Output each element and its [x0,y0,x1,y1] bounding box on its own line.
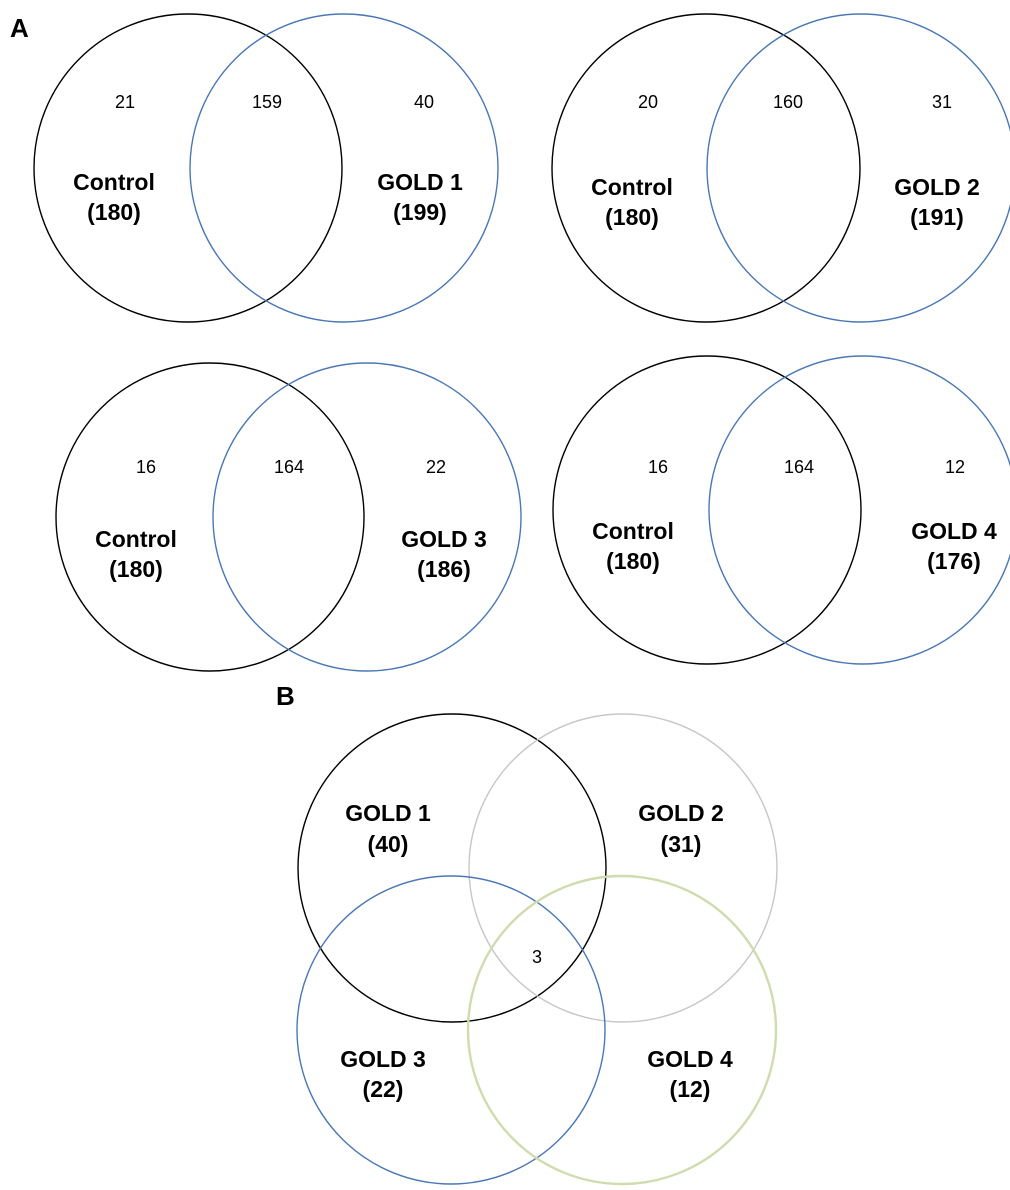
count-overlap: 159 [252,92,282,112]
circle-control [55,362,365,672]
label-gold: GOLD 3 [401,526,487,552]
total-gold: (199) [393,199,447,225]
count-center-overlap: 3 [532,947,542,967]
circle-gold-1 [189,13,499,323]
circle-gold-3 [212,362,522,672]
total-gold-1: (40) [368,831,409,857]
label-control: Control [591,174,673,200]
label-control: Control [95,526,177,552]
label-control: Control [592,518,674,544]
count-gold-only: 22 [426,457,446,477]
circle-gold-1 [297,713,607,1023]
label-gold-4: GOLD 4 [647,1046,733,1072]
count-control-only: 16 [648,457,668,477]
total-gold-4: (12) [670,1076,711,1102]
circle-gold-4 [466,874,778,1186]
panel-label-b: B [276,681,295,711]
total-control: (180) [606,548,660,574]
label-gold-2: GOLD 2 [638,800,724,826]
panel-label-a: A [10,13,29,43]
label-gold-3: GOLD 3 [340,1046,426,1072]
total-control: (180) [87,199,141,225]
count-control-only: 20 [638,92,658,112]
circle-control [551,13,861,323]
count-gold-only: 12 [945,457,965,477]
label-gold: GOLD 4 [911,518,997,544]
circle-gold-4 [708,355,1010,665]
count-overlap: 164 [274,457,304,477]
label-control: Control [73,169,155,195]
label-gold: GOLD 2 [894,174,980,200]
label-gold-1: GOLD 1 [345,800,431,826]
count-control-only: 16 [136,457,156,477]
circle-control [33,13,343,323]
circle-gold-2 [468,713,778,1023]
count-overlap: 164 [784,457,814,477]
circle-control [552,355,862,665]
total-gold: (191) [910,204,964,230]
count-gold-only: 40 [414,92,434,112]
count-gold-only: 31 [932,92,952,112]
total-control: (180) [605,204,659,230]
count-control-only: 21 [115,92,135,112]
venn-control-vs-gold-4: 16 164 12 Control (180) GOLD 4 (176) [552,355,1010,665]
venn-control-vs-gold-2: 20 160 31 Control (180) GOLD 2 (191) [551,13,1010,323]
circle-gold-3 [296,875,606,1185]
circle-gold-2 [706,13,1010,323]
venn-control-vs-gold-1: 21 159 40 Control (180) GOLD 1 (199) [33,13,499,323]
label-gold: GOLD 1 [377,169,463,195]
total-gold-2: (31) [661,831,702,857]
venn-gold-stages: GOLD 1 (40) GOLD 2 (31) GOLD 3 (22) GOLD… [296,713,778,1186]
venn-control-vs-gold-3: 16 164 22 Control (180) GOLD 3 (186) [55,362,522,672]
total-gold: (186) [417,556,471,582]
total-control: (180) [109,556,163,582]
total-gold: (176) [927,548,981,574]
total-gold-3: (22) [363,1076,404,1102]
count-overlap: 160 [773,92,803,112]
